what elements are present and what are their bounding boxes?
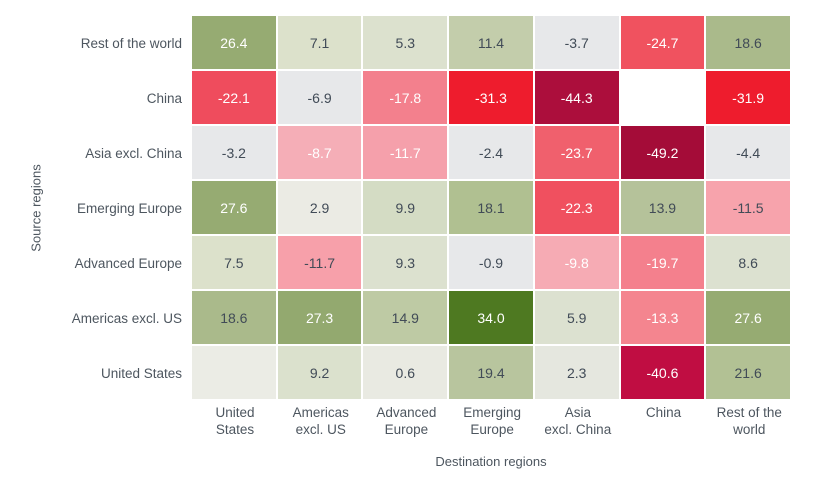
heatmap-cell: -8.7: [277, 126, 362, 179]
x-tick-label: Rest of the world: [716, 405, 782, 437]
heatmap-cell: -22.1: [192, 71, 276, 124]
heatmap-cell: -11.7: [363, 126, 448, 179]
heatmap-cell: 27.6: [192, 181, 276, 234]
x-axis-title: Destination regions: [435, 454, 547, 469]
heatmap-cell: 9.3: [363, 236, 448, 289]
heatmap-cell: -11.7: [277, 236, 362, 289]
heatmap-cell: 21.6: [706, 346, 790, 399]
heatmap-cell: -31.9: [706, 71, 790, 124]
y-tick-label: Rest of the world: [80, 36, 182, 51]
heatmap-cell: 9.9: [363, 181, 448, 234]
heatmap-cell: -49.2: [620, 126, 705, 179]
heatmap-cell: -23.7: [534, 126, 619, 179]
heatmap-cell: 14.9: [363, 291, 448, 344]
heatmap-cell: 34.0: [449, 291, 533, 344]
heatmap-cell: 2.9: [277, 181, 362, 234]
heatmap-cell: -19.7: [620, 236, 705, 289]
heatmap-cell: 8.6: [706, 236, 790, 289]
heatmap-cell: -40.6: [620, 346, 705, 399]
heatmap-cell: 27.3: [277, 291, 362, 344]
heatmap-cell: 7.1: [277, 16, 362, 69]
x-tick-label: China: [645, 405, 682, 420]
heatmap-cell: 0.6: [363, 346, 448, 399]
heatmap-cell: 18.6: [192, 291, 276, 344]
x-tick-label: Asia excl. China: [544, 405, 612, 437]
y-tick-label: United States: [100, 366, 182, 381]
heatmap-cell: -44.3: [534, 71, 619, 124]
heatmap-cell: -2.4: [449, 126, 533, 179]
y-tick-label: Advanced Europe: [74, 256, 182, 271]
x-tick-label: United States: [215, 405, 255, 437]
y-tick-label: Americas excl. US: [71, 311, 182, 326]
heatmap-cell: -9.8: [534, 236, 619, 289]
heatmap-cell: 2.3: [534, 346, 619, 399]
heatmap-grid: 26.4 7.1 5.3 11.4 -3.7 -24.7 18.6 -22.1 -6.9 -17.…: [192, 16, 790, 399]
heatmap-cell: -11.5: [706, 181, 790, 234]
heatmap-cell: -22.3: [534, 181, 619, 234]
heatmap-cell: -3.2: [192, 126, 276, 179]
heatmap-cell: 18.6: [706, 16, 790, 69]
heatmap-cell: 7.5: [192, 236, 276, 289]
heatmap-cell: [192, 346, 276, 399]
heatmap-cell: -3.7: [534, 16, 619, 69]
x-tick-label: Advanced Europe: [376, 405, 437, 437]
heatmap-cell: 9.2: [277, 346, 362, 399]
x-tick-label: Americas excl. US: [292, 405, 349, 437]
heatmap-cell: -24.7: [620, 16, 705, 69]
heatmap-cell: 18.1: [449, 181, 533, 234]
heatmap-cell: 11.4: [449, 16, 533, 69]
heatmap-cell: -17.8: [363, 71, 448, 124]
heatmap-cell: 26.4: [192, 16, 276, 69]
heatmap-cell: -31.3: [449, 71, 533, 124]
heatmap-cell: -0.9: [449, 236, 533, 289]
y-tick-label: Emerging Europe: [76, 201, 182, 216]
heatmap-cell: 19.4: [449, 346, 533, 399]
y-tick-label: Asia excl. China: [85, 146, 182, 161]
heatmap-cell: -13.3: [620, 291, 705, 344]
y-tick-label: China: [146, 91, 182, 106]
heatmap-cell: 5.3: [363, 16, 448, 69]
heatmap-cell: -4.4: [706, 126, 790, 179]
heatmap-cell: 27.6: [706, 291, 790, 344]
x-tick-label: Emerging Europe: [463, 405, 522, 437]
heatmap-cell: 13.9: [620, 181, 705, 234]
heatmap-cell: -6.9: [277, 71, 362, 124]
heatmap-cell: 5.9: [534, 291, 619, 344]
heatmap-cell: [620, 71, 705, 124]
